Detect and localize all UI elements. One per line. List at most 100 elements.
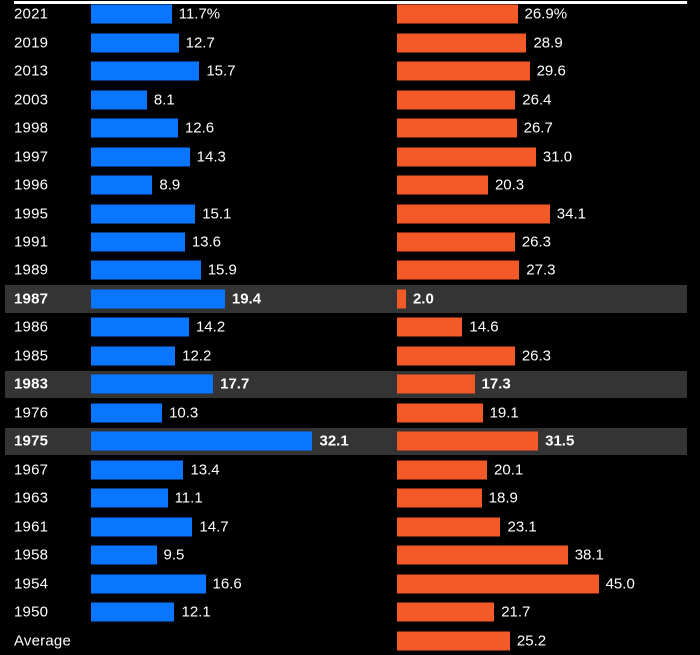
chart-row: 1998 12.6 26.7 (0, 114, 700, 142)
right-bar-value: 20.3 (494, 176, 525, 194)
left-bar (91, 260, 201, 280)
left-bar-value: 15.9 (207, 261, 237, 279)
left-bar-value: 14.7 (199, 518, 229, 536)
year-label: 1975 (14, 432, 49, 450)
left-bar (91, 90, 147, 110)
chart-row: 2003 8.1 26.4 (0, 85, 700, 113)
left-bar (91, 61, 200, 81)
right-bar (397, 175, 488, 195)
right-bar (397, 631, 510, 651)
right-bar (397, 289, 406, 309)
right-bar (397, 232, 515, 252)
year-label: 1986 (14, 318, 49, 336)
right-bar-value: 20.1 (494, 461, 524, 479)
right-bar (397, 431, 539, 451)
right-bar (397, 147, 536, 167)
left-bar (91, 232, 185, 252)
right-bar (397, 574, 599, 594)
right-bar (397, 403, 483, 423)
right-bar-value: 31.0 (542, 148, 573, 166)
right-bar-value: 18.9 (488, 489, 518, 507)
chart-row: Average 25.2 (0, 626, 700, 654)
left-bar (91, 545, 157, 565)
right-bar (397, 374, 475, 394)
year-label: 1954 (14, 575, 49, 593)
right-bar (397, 545, 568, 565)
left-bar (91, 147, 190, 167)
left-bar (91, 4, 172, 24)
right-bar-value: 29.6 (536, 62, 566, 80)
chart-row: 1987 19.4 2.0 (0, 285, 700, 313)
chart-row: 1986 14.2 14.6 (0, 313, 700, 341)
left-bar-value: 16.6 (212, 575, 242, 593)
right-bar-value: 27.3 (526, 261, 556, 279)
right-bar (397, 317, 463, 337)
right-bar-value: 26.3 (521, 347, 552, 365)
right-bar-value: 26.4 (522, 91, 552, 109)
left-bar-value: 13.4 (190, 461, 220, 479)
chart-row: 1954 16.6 45.0 (0, 569, 700, 597)
left-bar-value: 8.9 (159, 176, 181, 194)
right-bar-value: 25.2 (516, 632, 547, 650)
left-bar-value: 19.4 (231, 290, 262, 308)
left-bar (91, 175, 153, 195)
year-label: 1983 (14, 375, 49, 393)
left-bar (91, 431, 313, 451)
chart-row: 1989 15.9 27.3 (0, 256, 700, 284)
left-bar-value: 8.1 (153, 91, 175, 109)
left-bar-value: 10.3 (169, 404, 199, 422)
left-bar (91, 289, 225, 309)
chart-row: 1975 32.1 31.5 (0, 427, 700, 455)
left-bar (91, 33, 179, 53)
left-bar (91, 517, 193, 537)
left-bar-value: 12.7 (185, 34, 215, 52)
left-bar-value: 12.6 (184, 119, 215, 137)
chart-row: 1976 10.3 19.1 (0, 399, 700, 427)
left-bar (91, 488, 168, 508)
left-bar-value: 11.1 (174, 489, 203, 507)
right-bar-value: 26.9% (524, 5, 568, 23)
right-bar (397, 118, 517, 138)
left-bar-value: 14.2 (195, 318, 226, 336)
year-label: 2019 (14, 34, 49, 52)
year-label: 1961 (14, 518, 49, 536)
chart-row: 1991 13.6 26.3 (0, 228, 700, 256)
year-label: 1991 (14, 233, 49, 251)
year-label: 1987 (14, 290, 49, 308)
left-bar (91, 317, 189, 337)
chart-row: 1950 12.1 21.7 (0, 598, 700, 626)
right-bar (397, 260, 520, 280)
right-bar-value: 17.3 (481, 375, 511, 393)
right-bar-value: 19.1 (489, 404, 519, 422)
year-label: 1958 (14, 546, 49, 564)
left-bar (91, 460, 184, 480)
year-label: Average (14, 632, 71, 650)
right-bar (397, 61, 530, 81)
left-bar-value: 14.3 (196, 148, 226, 166)
year-label: 1989 (14, 261, 49, 279)
year-label: 1998 (14, 119, 49, 137)
right-bar-value: 45.0 (605, 575, 635, 593)
year-label: 1950 (14, 603, 49, 621)
left-bar-value: 17.7 (220, 375, 250, 393)
left-bar (91, 574, 206, 594)
year-label: 2003 (14, 91, 49, 109)
year-label: 1967 (14, 461, 49, 479)
chart-row: 1983 17.7 17.3 (0, 370, 700, 399)
chart-row: 2019 12.7 28.9 (0, 28, 700, 56)
right-bar-value: 21.7 (501, 603, 531, 621)
left-bar (91, 374, 214, 394)
right-bar (397, 4, 518, 24)
right-bar-value: 31.5 (545, 432, 575, 450)
right-bar (397, 460, 488, 480)
chart-row: 1985 12.2 26.3 (0, 342, 700, 370)
right-bar-value: 26.3 (521, 233, 552, 251)
chart-row: 1997 14.3 31.0 (0, 142, 700, 170)
right-bar (397, 488, 482, 508)
chart-row: 2013 15.7 29.6 (0, 57, 700, 85)
year-label: 1963 (14, 489, 49, 507)
left-bar (91, 204, 196, 224)
year-label: 2021 (14, 5, 49, 23)
